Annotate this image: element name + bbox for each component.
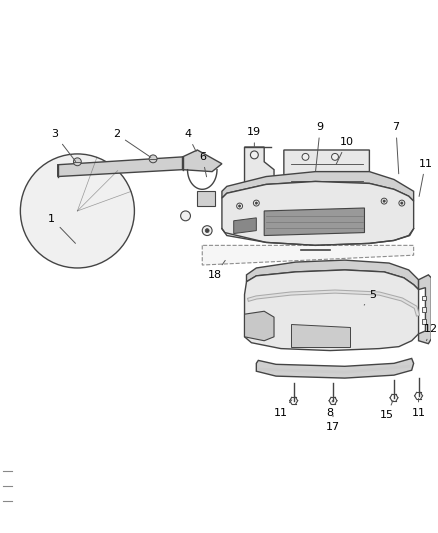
Text: 12: 12 <box>424 324 438 341</box>
Polygon shape <box>247 260 419 289</box>
Text: 18: 18 <box>208 261 225 280</box>
Text: 2: 2 <box>113 130 151 157</box>
Polygon shape <box>202 245 413 265</box>
Circle shape <box>237 203 243 209</box>
Circle shape <box>238 205 241 207</box>
Polygon shape <box>183 150 222 172</box>
Circle shape <box>302 154 309 160</box>
Polygon shape <box>419 275 431 344</box>
Circle shape <box>149 155 157 163</box>
Text: 10: 10 <box>336 137 354 164</box>
Text: 6: 6 <box>199 152 207 177</box>
Polygon shape <box>256 358 413 378</box>
Circle shape <box>383 200 385 203</box>
Text: 3: 3 <box>51 130 76 161</box>
Polygon shape <box>58 157 183 176</box>
Circle shape <box>74 158 81 166</box>
Polygon shape <box>284 150 369 203</box>
Text: 11: 11 <box>274 400 292 417</box>
Text: 1: 1 <box>48 214 75 244</box>
Polygon shape <box>244 311 274 341</box>
FancyBboxPatch shape <box>421 308 427 312</box>
Circle shape <box>255 202 258 204</box>
Circle shape <box>381 198 387 204</box>
Polygon shape <box>244 147 274 206</box>
Polygon shape <box>244 270 419 351</box>
Circle shape <box>253 200 259 206</box>
Text: 11: 11 <box>412 399 426 417</box>
Circle shape <box>332 154 339 160</box>
Circle shape <box>202 225 212 236</box>
Circle shape <box>401 202 403 204</box>
Polygon shape <box>222 181 413 245</box>
FancyBboxPatch shape <box>421 319 427 324</box>
Text: 4: 4 <box>184 130 196 151</box>
Text: 5: 5 <box>364 289 376 305</box>
Polygon shape <box>222 172 413 201</box>
Polygon shape <box>264 208 364 236</box>
Text: 17: 17 <box>326 415 340 432</box>
Text: 15: 15 <box>380 400 394 421</box>
Text: 8: 8 <box>326 400 334 417</box>
Text: 7: 7 <box>392 123 399 174</box>
Text: 19: 19 <box>247 127 261 147</box>
Text: 9: 9 <box>316 123 324 171</box>
Circle shape <box>251 151 258 159</box>
Circle shape <box>180 211 191 221</box>
Circle shape <box>20 154 134 268</box>
FancyBboxPatch shape <box>421 295 427 301</box>
FancyBboxPatch shape <box>198 191 215 206</box>
Circle shape <box>399 200 405 206</box>
Polygon shape <box>291 324 350 346</box>
Circle shape <box>205 229 209 232</box>
Polygon shape <box>234 218 256 233</box>
Text: 11: 11 <box>418 159 432 197</box>
